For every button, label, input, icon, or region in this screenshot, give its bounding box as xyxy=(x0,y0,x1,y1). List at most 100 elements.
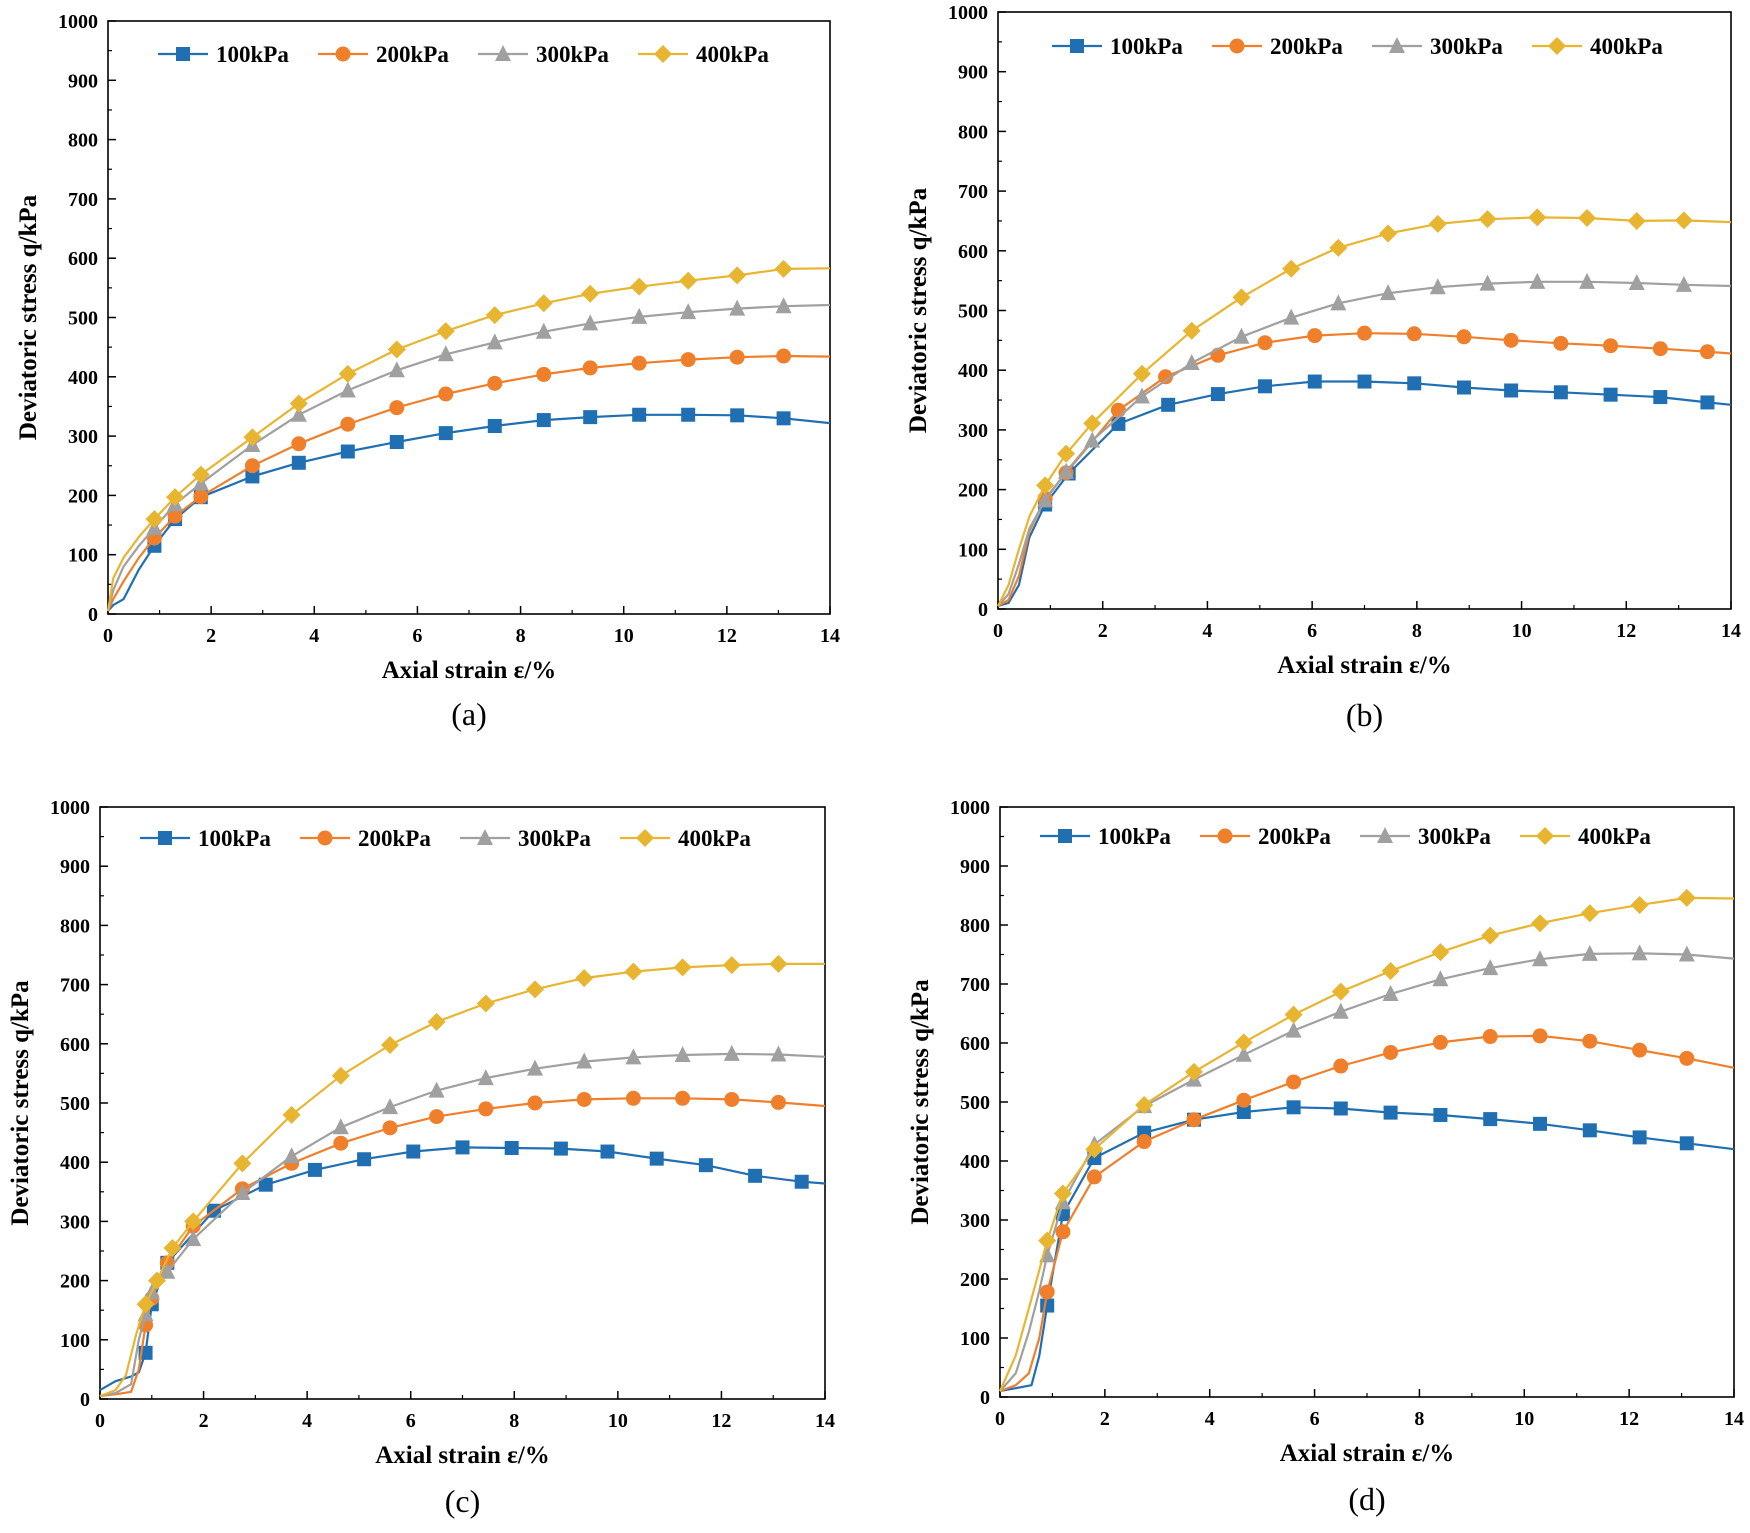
data-point xyxy=(1579,272,1596,289)
data-point xyxy=(487,375,503,391)
y-tick-label: 900 xyxy=(68,70,98,92)
x-tick-label: 0 xyxy=(995,1408,1005,1430)
y-axis-title: Deviatoric stress q/kPa xyxy=(15,194,42,440)
data-point xyxy=(675,1090,691,1106)
data-point xyxy=(536,366,552,382)
data-point xyxy=(1433,1107,1448,1122)
data-point xyxy=(1232,288,1251,307)
data-point xyxy=(184,1212,203,1231)
data-point xyxy=(1110,402,1126,418)
series-line xyxy=(99,1146,826,1392)
series-line xyxy=(997,280,1732,607)
x-axis-title: Axial strain ε/% xyxy=(1277,652,1452,679)
data-point xyxy=(166,488,185,507)
series-line xyxy=(106,303,831,612)
series-line xyxy=(99,962,825,1398)
legend-label: 200kPa xyxy=(1258,824,1331,849)
series-400kPa xyxy=(99,954,825,1398)
y-tick-label: 500 xyxy=(960,1092,990,1114)
data-point xyxy=(1084,431,1101,448)
data-point xyxy=(1111,416,1126,431)
x-tick-label: 12 xyxy=(717,625,737,647)
y-tick-label: 900 xyxy=(60,856,90,878)
data-point xyxy=(1479,274,1496,291)
data-point xyxy=(406,1144,421,1159)
x-tick-label: 2 xyxy=(1098,620,1108,642)
data-point xyxy=(1086,1169,1102,1185)
data-point xyxy=(582,360,598,376)
legend-marker xyxy=(317,830,333,846)
data-point xyxy=(631,355,647,371)
series-200kPa xyxy=(106,348,831,612)
data-point xyxy=(1582,1033,1598,1049)
data-point xyxy=(245,469,260,484)
x-tick-label: 10 xyxy=(608,1410,628,1432)
y-axis-title: Deviatoric stress q/kPa xyxy=(905,187,932,433)
data-point xyxy=(428,1081,445,1098)
y-tick-label: 1000 xyxy=(58,11,98,33)
data-point xyxy=(1132,364,1151,383)
y-tick-label: 300 xyxy=(68,426,98,448)
y-tick-label: 1000 xyxy=(50,797,90,819)
data-point xyxy=(1504,383,1519,398)
x-tick-label: 8 xyxy=(1414,1408,1424,1430)
data-point xyxy=(136,1295,155,1314)
data-point xyxy=(185,1230,202,1247)
y-tick-label: 400 xyxy=(68,367,98,389)
data-point xyxy=(536,413,551,428)
series-line xyxy=(999,952,1735,1392)
data-point xyxy=(1628,274,1645,291)
data-point xyxy=(1085,1140,1104,1159)
data-point xyxy=(1653,390,1668,405)
data-point xyxy=(1529,272,1546,289)
y-tick-label: 700 xyxy=(958,181,988,203)
x-tick-label: 2 xyxy=(199,1410,209,1432)
panel-caption: (a) xyxy=(451,696,487,732)
y-tick-label: 300 xyxy=(60,1211,90,1233)
legend-marker xyxy=(1217,828,1233,844)
data-point xyxy=(553,1141,568,1156)
x-tick-label: 14 xyxy=(1724,1408,1744,1430)
y-tick-label: 400 xyxy=(60,1152,90,1174)
legend-label: 400kPa xyxy=(1578,824,1651,849)
data-point xyxy=(1481,926,1500,945)
data-point xyxy=(339,381,356,398)
data-point xyxy=(1627,211,1646,230)
data-point xyxy=(674,1046,691,1063)
data-point xyxy=(438,386,454,402)
data-point xyxy=(770,1045,787,1062)
data-point xyxy=(486,333,503,350)
y-tick-label: 1000 xyxy=(950,797,990,819)
data-point xyxy=(1381,962,1400,981)
y-tick-label: 600 xyxy=(960,1033,990,1055)
data-point xyxy=(1478,210,1497,229)
data-point xyxy=(283,1147,300,1164)
data-point xyxy=(243,428,262,447)
legend-label: 200kPa xyxy=(358,826,431,851)
data-point xyxy=(504,1140,519,1155)
series-100kPa xyxy=(99,1140,826,1392)
y-tick-label: 0 xyxy=(80,1389,90,1411)
data-point xyxy=(625,1048,642,1065)
data-point xyxy=(1161,397,1176,412)
series-line xyxy=(107,413,831,612)
y-tick-label: 300 xyxy=(960,1210,990,1232)
y-tick-label: 200 xyxy=(958,480,988,502)
chart-panel-3: 0 2 4 6 8 10 12 14 0 100 200 300 400 500 600 700 800 900 1… xyxy=(7,797,835,1519)
y-tick-label: 100 xyxy=(60,1330,90,1352)
x-tick-label: 12 xyxy=(711,1410,731,1432)
plot-frame xyxy=(997,11,1732,610)
data-point xyxy=(582,314,599,331)
y-tick-label: 400 xyxy=(960,1151,990,1173)
data-point xyxy=(455,1140,470,1155)
data-point xyxy=(437,345,454,362)
x-tick-label: 4 xyxy=(1202,620,1212,642)
x-tick-label: 4 xyxy=(1205,1408,1215,1430)
data-point xyxy=(438,426,453,441)
data-point xyxy=(258,1177,273,1192)
data-point xyxy=(1603,338,1619,354)
legend-label: 400kPa xyxy=(678,826,751,851)
data-point xyxy=(1432,970,1449,987)
y-tick-label: 800 xyxy=(68,130,98,152)
panel-caption: (d) xyxy=(1348,1481,1385,1517)
